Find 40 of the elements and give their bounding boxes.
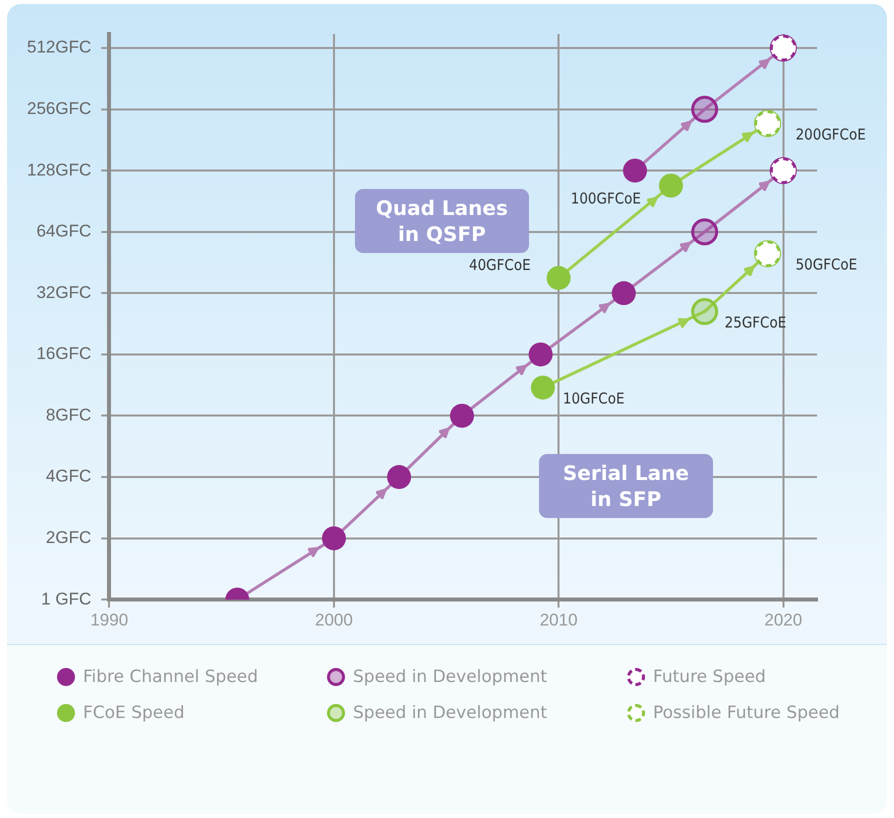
annotation: 25GFCoE xyxy=(724,313,786,332)
annotation: 10GFCoE xyxy=(562,389,624,408)
y-tick-label: 4GFC xyxy=(46,466,92,486)
annotation: Quad Lanes in QSFP xyxy=(354,188,529,253)
y-tick-label: 512GFC xyxy=(27,38,92,57)
y-tick-label: 2GFC xyxy=(46,528,92,547)
y-tick-label: 8GFC xyxy=(46,405,92,424)
legend-label: Speed in Development xyxy=(353,667,548,687)
annotation: 50GFCoE xyxy=(796,256,858,274)
legend-label: Possible Future Speed xyxy=(653,703,840,723)
y-tick-label: 128GFC xyxy=(27,160,92,180)
point xyxy=(691,96,718,123)
annotation: 100GFCoE xyxy=(570,190,641,208)
annotation: 40GFCoE xyxy=(469,256,531,274)
point xyxy=(530,376,555,400)
legend-label: Speed in Development xyxy=(353,703,548,723)
point xyxy=(546,266,571,290)
y-tick-label: 1 GFC xyxy=(41,589,92,608)
point xyxy=(691,218,718,246)
point xyxy=(691,298,718,326)
legend-label: FCoE Speed xyxy=(83,703,184,723)
point xyxy=(528,342,553,366)
x-tick-label: 1990 xyxy=(90,610,128,630)
point xyxy=(623,158,648,183)
legend-label: Future Speed xyxy=(653,667,766,687)
y-tick-label: 16GFC xyxy=(36,344,92,364)
point xyxy=(322,526,346,550)
x-tick-label: 2000 xyxy=(315,610,353,630)
y-tick-label: 32GFC xyxy=(36,282,92,302)
x-tick-label: 2010 xyxy=(540,610,578,630)
point xyxy=(658,174,683,198)
y-tick-label: 64GFC xyxy=(36,222,92,241)
annotation: Serial Lane in SFP xyxy=(538,454,713,518)
annotation: 200GFCoE xyxy=(796,125,866,144)
point xyxy=(450,404,474,428)
legend-label: Fibre Channel Speed xyxy=(83,667,258,687)
point xyxy=(387,465,412,490)
point xyxy=(612,281,636,306)
y-tick-label: 256GFC xyxy=(27,98,92,118)
x-tick-label: 2020 xyxy=(764,610,802,630)
